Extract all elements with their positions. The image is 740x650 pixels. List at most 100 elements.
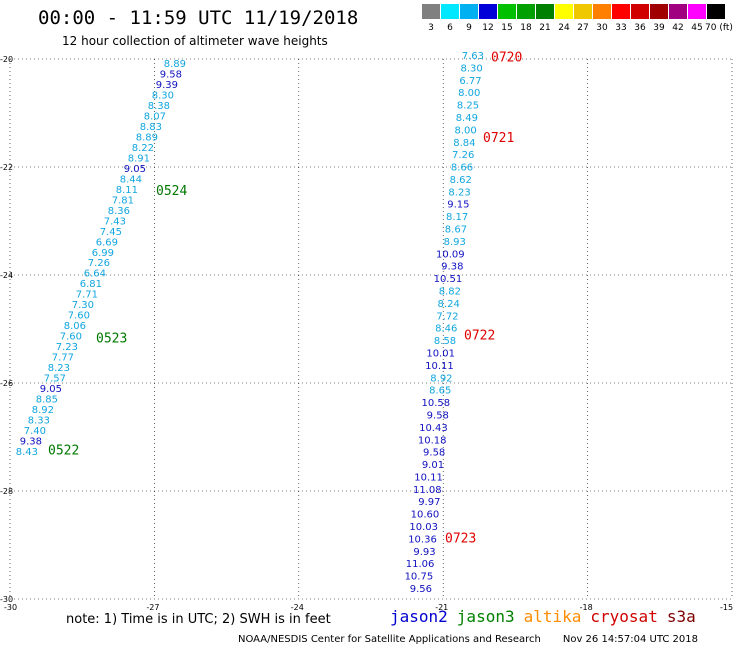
color-scale-label: 12 xyxy=(482,23,494,33)
wave-height-value: 6.77 xyxy=(459,76,481,87)
wave-height-value: 8.66 xyxy=(451,163,473,174)
color-swatch xyxy=(574,4,592,19)
wave-height-value: 10.36 xyxy=(408,534,437,545)
wave-height-value: 8.33 xyxy=(28,416,50,427)
color-scale-label: 3 xyxy=(428,23,434,33)
generated-timestamp: Nov 26 14:57:04 UTC 2018 xyxy=(562,634,699,645)
wave-height-value: 11.06 xyxy=(406,559,435,570)
wave-height-value: 8.49 xyxy=(456,113,478,124)
satellite-legend: jason2 jason3 altika cryosat s3a xyxy=(390,607,705,626)
wave-height-value: 9.15 xyxy=(447,200,469,211)
color-scale-label: 42 xyxy=(672,23,684,33)
color-scale-label: 9 xyxy=(466,23,472,33)
wave-height-value: 10.11 xyxy=(425,361,454,372)
color-swatch xyxy=(460,4,478,19)
wave-height-value: 9.58 xyxy=(423,448,445,459)
color-swatch xyxy=(650,4,668,19)
wave-height-value: 10.43 xyxy=(419,423,448,434)
latitude-tick-label: -26 xyxy=(0,379,13,388)
wave-height-value: 8.46 xyxy=(435,324,457,335)
wave-height-value: 8.85 xyxy=(36,395,58,406)
wave-height-value: 8.17 xyxy=(446,212,468,223)
wave-height-value: 7.81 xyxy=(112,195,134,206)
wave-height-value: 8.83 xyxy=(140,122,162,133)
color-scale-label: 21 xyxy=(539,23,551,33)
longitude-tick-label: -27 xyxy=(146,603,159,612)
wave-height-value: 10.03 xyxy=(409,522,438,533)
latitude-tick-label: -22 xyxy=(0,163,13,172)
satellite-name: jason3 xyxy=(456,607,515,626)
wave-height-value: 6.81 xyxy=(80,279,102,290)
wave-height-value: 6.64 xyxy=(84,269,106,280)
wave-height-value: 8.30 xyxy=(461,63,483,74)
axis-tick-labels: -20 -22 -24 -26 -28 -30-30 -27 -24 -21 -18 -15 xyxy=(0,55,733,612)
pass-time-label: 0523 xyxy=(96,332,127,347)
wave-height-value: 7.57 xyxy=(44,374,66,385)
wave-height-value: 8.11 xyxy=(116,185,138,196)
color-swatch xyxy=(441,4,459,19)
color-scale-label: 18 xyxy=(520,23,532,33)
wave-height-value: 8.30 xyxy=(152,90,174,101)
wave-height-value: 8.23 xyxy=(448,187,470,198)
footer-note: note: 1) Time is in UTC; 2) SWH is in fe… xyxy=(66,612,331,627)
wave-height-value: 7.26 xyxy=(452,150,474,161)
wave-height-value: 7.72 xyxy=(436,311,458,322)
color-scale-label: 33 xyxy=(615,23,627,33)
longitude-tick-label: -15 xyxy=(720,603,733,612)
color-scale-label: 36 xyxy=(634,23,646,33)
color-swatch xyxy=(422,4,440,19)
latitude-tick-label: -24 xyxy=(0,271,13,280)
satellite-name: jason2 xyxy=(390,607,448,626)
color-swatch xyxy=(688,4,706,19)
wave-height-value: 10.18 xyxy=(418,435,447,446)
wave-height-value: 8.62 xyxy=(450,175,472,186)
wave-height-value: 8.07 xyxy=(144,111,166,122)
color-swatch xyxy=(536,4,554,19)
wave-height-value: 8.25 xyxy=(457,101,479,112)
wave-height-value: 8.24 xyxy=(438,299,460,310)
page-title: 00:00 - 11:59 UTC 11/19/2018 xyxy=(38,7,359,29)
wave-height-value: 8.00 xyxy=(454,125,476,136)
wave-height-value: 8.93 xyxy=(444,237,466,248)
color-swatch xyxy=(498,4,516,19)
wave-height-value: 9.56 xyxy=(410,584,432,595)
wave-height-value: 9.97 xyxy=(418,497,440,508)
color-swatch xyxy=(555,4,573,19)
credit-text: NOAA/NESDIS Center for Satellite Applica… xyxy=(238,634,541,645)
pass-time-label: 0522 xyxy=(48,444,79,459)
color-scale-label: 45 xyxy=(691,23,703,33)
wave-height-value: 8.92 xyxy=(430,373,452,384)
wave-height-value: 10.01 xyxy=(426,348,455,359)
wave-height-value: 7.40 xyxy=(24,426,46,437)
wave-height-value: 7.26 xyxy=(88,258,110,269)
wave-height-value: 8.22 xyxy=(132,143,154,154)
pass-time-label: 0722 xyxy=(464,328,495,343)
wave-height-value: 10.11 xyxy=(414,472,443,483)
pass-time-label: 0721 xyxy=(483,131,514,146)
map-frame xyxy=(9,58,733,600)
pass-time-label: 0723 xyxy=(445,532,476,547)
satellite-name: cryosat xyxy=(590,607,658,626)
wave-height-value: 6.99 xyxy=(92,248,114,259)
wave-height-value: 8.58 xyxy=(434,336,456,347)
track-b-values: 7.638.306.778.008.258.498.008.847.268.66… xyxy=(405,51,484,595)
wave-height-value: 8.89 xyxy=(136,132,158,143)
wave-height-value: 11.08 xyxy=(413,485,442,496)
wave-height-value: 7.71 xyxy=(76,290,98,301)
wave-height-value: 8.67 xyxy=(445,225,467,236)
color-scale-label: 27 xyxy=(577,23,589,33)
pass-time-label: 0720 xyxy=(491,50,522,65)
wave-height-value: 8.23 xyxy=(48,363,70,374)
wave-height-value: 9.05 xyxy=(40,384,62,395)
satellite-name: altika xyxy=(523,607,582,626)
credit-line: NOAA/NESDIS Center for Satellite Applica… xyxy=(238,634,720,645)
color-swatch xyxy=(593,4,611,19)
color-scale-label: 15 xyxy=(501,23,513,33)
wave-height-value: 8.44 xyxy=(120,174,142,185)
wave-height-value: 7.60 xyxy=(68,311,90,322)
wave-height-value: 8.43 xyxy=(16,447,38,458)
color-swatch xyxy=(517,4,535,19)
wave-height-value: 9.05 xyxy=(124,164,146,175)
wave-height-value: 8.36 xyxy=(108,206,130,217)
